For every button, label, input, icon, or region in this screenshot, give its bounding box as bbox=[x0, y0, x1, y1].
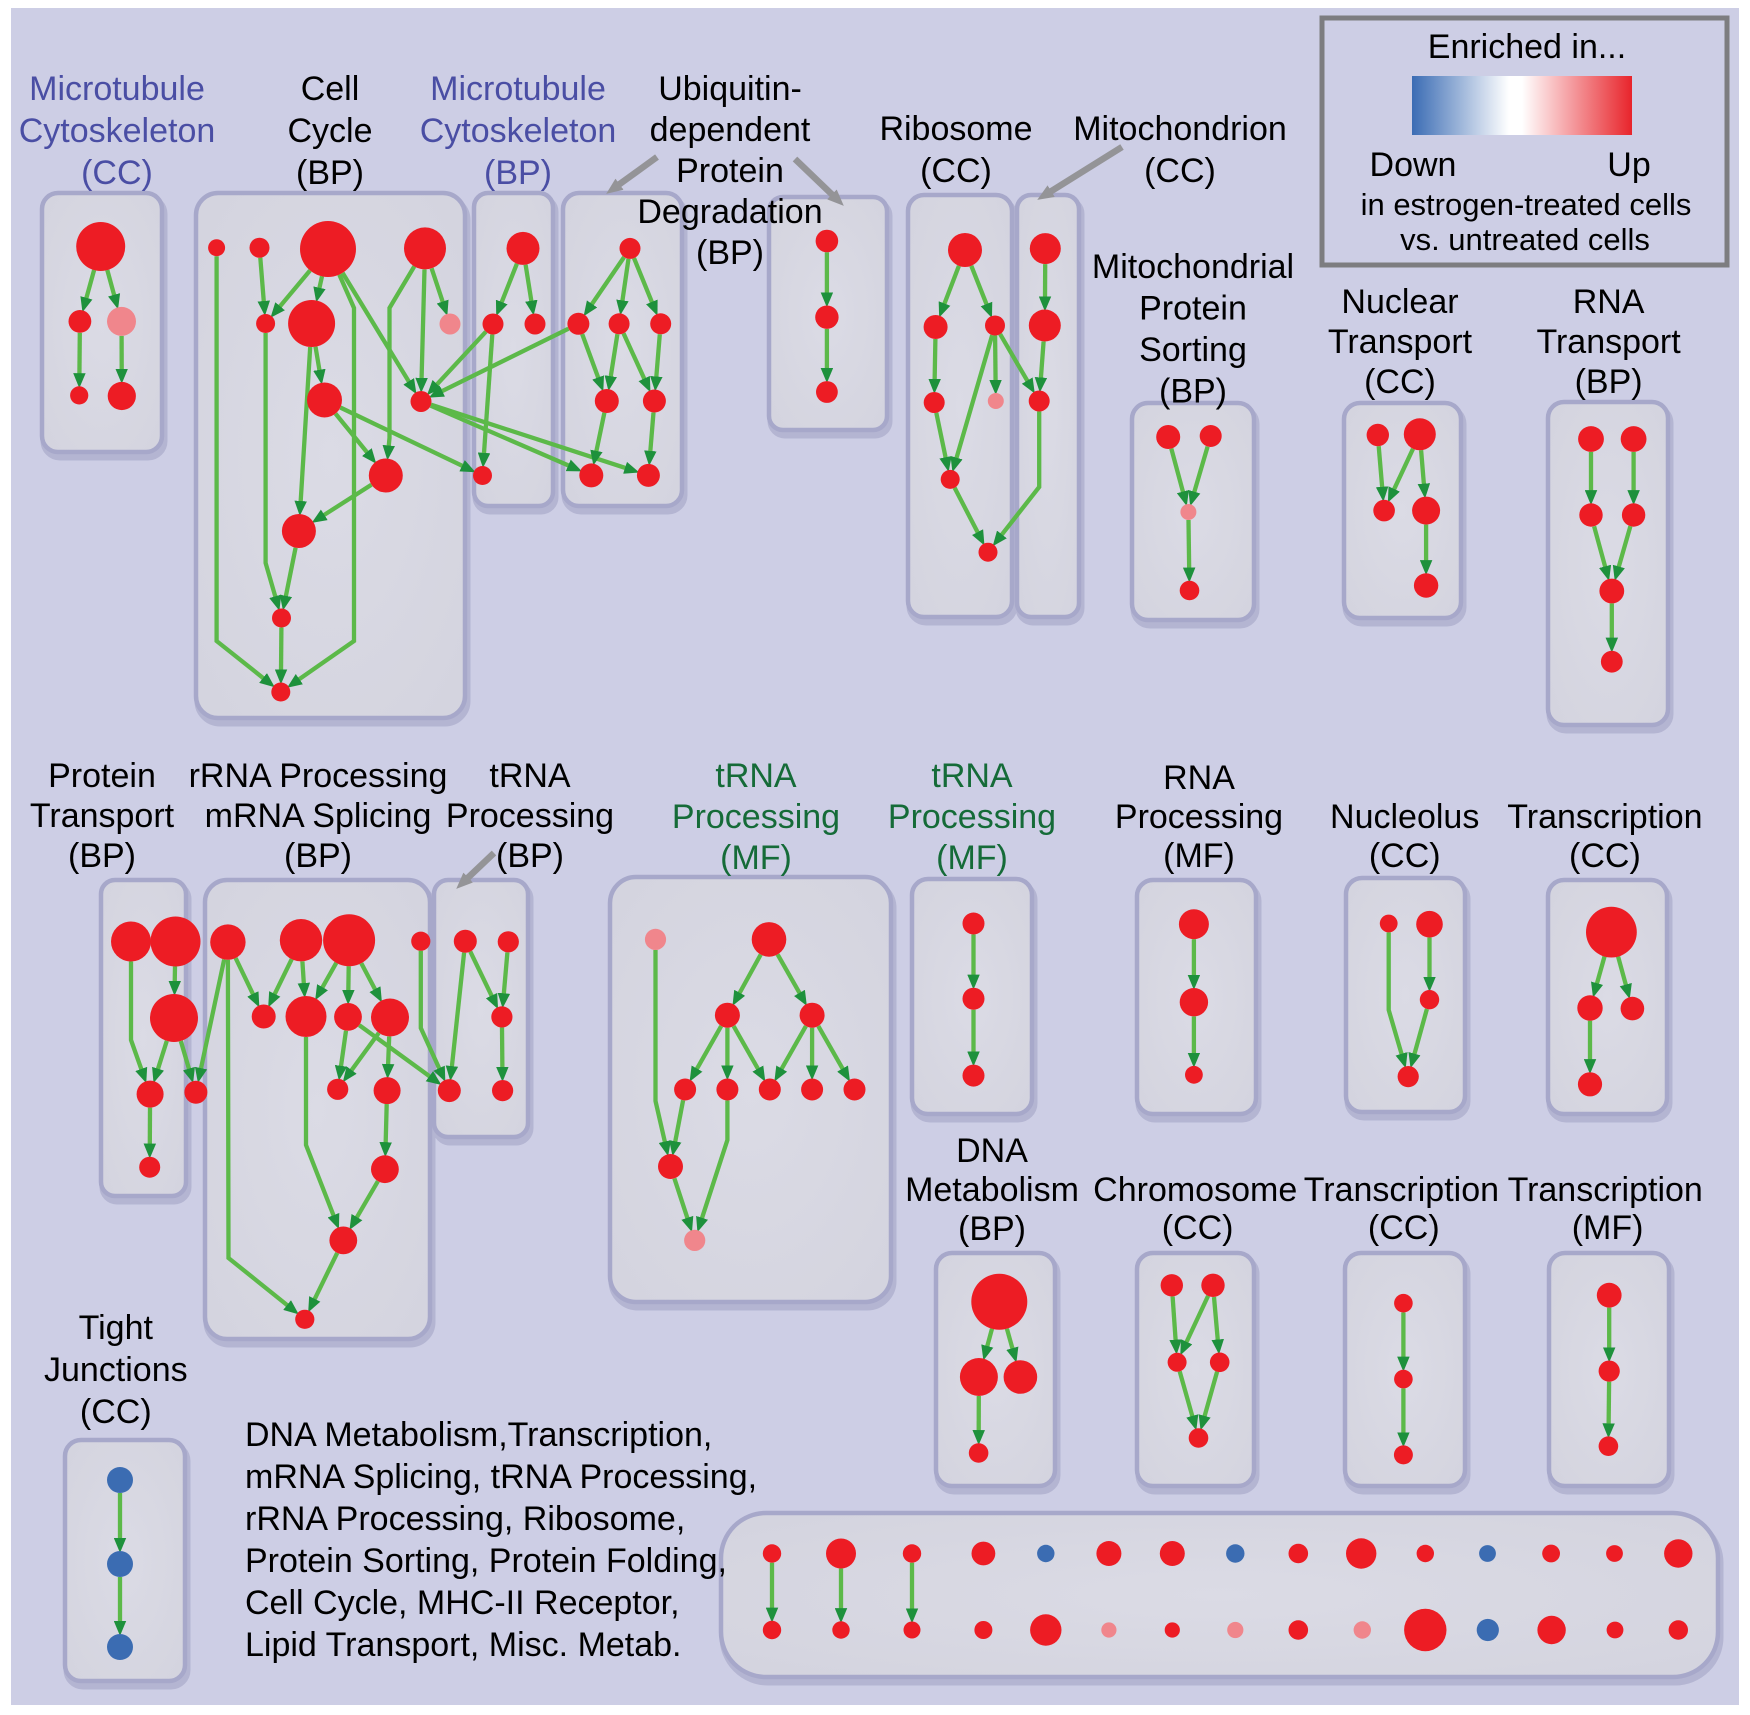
svg-text:tRNA: tRNA bbox=[931, 757, 1013, 795]
svg-text:Processing: Processing bbox=[888, 798, 1056, 836]
svg-text:(MF): (MF) bbox=[720, 839, 792, 877]
svg-text:(MF): (MF) bbox=[1163, 837, 1235, 875]
svg-text:(CC): (CC) bbox=[80, 1393, 152, 1431]
svg-text:(BP): (BP) bbox=[696, 234, 764, 272]
svg-text:(CC): (CC) bbox=[81, 154, 153, 192]
svg-text:Processing: Processing bbox=[672, 798, 840, 836]
svg-text:Cell: Cell bbox=[301, 70, 360, 108]
svg-text:(CC): (CC) bbox=[1364, 363, 1436, 401]
svg-text:Transcription: Transcription bbox=[1508, 1171, 1703, 1209]
svg-text:Degradation: Degradation bbox=[637, 193, 822, 231]
svg-text:Ribosome: Ribosome bbox=[879, 110, 1032, 148]
svg-text:dependent: dependent bbox=[650, 111, 811, 149]
svg-text:(BP): (BP) bbox=[284, 837, 352, 875]
svg-text:Transport: Transport bbox=[1328, 323, 1473, 361]
svg-text:(CC): (CC) bbox=[1369, 837, 1441, 875]
svg-text:(BP): (BP) bbox=[1575, 363, 1643, 401]
svg-text:(BP): (BP) bbox=[496, 837, 564, 875]
svg-text:Chromosome: Chromosome bbox=[1093, 1171, 1297, 1209]
svg-text:vs. untreated cells: vs. untreated cells bbox=[1400, 222, 1650, 257]
svg-text:Metabolism: Metabolism bbox=[905, 1171, 1079, 1209]
svg-text:Transport: Transport bbox=[1536, 323, 1681, 361]
svg-text:Transcription: Transcription bbox=[1304, 1171, 1499, 1209]
svg-text:Enriched in...: Enriched in... bbox=[1428, 28, 1626, 66]
svg-text:Nuclear: Nuclear bbox=[1341, 283, 1458, 321]
svg-text:(BP): (BP) bbox=[484, 154, 552, 192]
svg-text:Mitochondrion: Mitochondrion bbox=[1073, 110, 1287, 148]
svg-text:Cytoskeleton: Cytoskeleton bbox=[19, 112, 216, 150]
svg-text:Transcription: Transcription bbox=[1507, 798, 1702, 836]
svg-text:Processing: Processing bbox=[1115, 798, 1283, 836]
svg-text:(BP): (BP) bbox=[296, 154, 364, 192]
svg-text:(CC): (CC) bbox=[920, 152, 992, 190]
svg-text:Cytoskeleton: Cytoskeleton bbox=[420, 112, 617, 150]
svg-text:Nucleolus: Nucleolus bbox=[1330, 798, 1479, 836]
svg-text:rRNA Processing, Ribosome,: rRNA Processing, Ribosome, bbox=[245, 1500, 685, 1538]
svg-text:Junctions: Junctions bbox=[44, 1351, 188, 1389]
svg-text:Cycle: Cycle bbox=[287, 112, 372, 150]
svg-text:(BP): (BP) bbox=[958, 1210, 1026, 1248]
svg-text:Up: Up bbox=[1607, 146, 1650, 184]
svg-text:tRNA: tRNA bbox=[715, 757, 797, 795]
svg-text:in estrogen-treated cells: in estrogen-treated cells bbox=[1361, 187, 1692, 222]
svg-text:mRNA Splicing: mRNA Splicing bbox=[205, 797, 432, 835]
svg-text:(MF): (MF) bbox=[936, 839, 1008, 877]
svg-text:Ubiquitin-: Ubiquitin- bbox=[658, 70, 802, 108]
svg-text:tRNA: tRNA bbox=[489, 757, 571, 795]
svg-text:(BP): (BP) bbox=[1159, 373, 1227, 411]
svg-text:(CC): (CC) bbox=[1368, 1209, 1440, 1247]
svg-text:Processing: Processing bbox=[446, 797, 614, 835]
svg-text:DNA: DNA bbox=[956, 1132, 1028, 1170]
svg-text:(MF): (MF) bbox=[1572, 1209, 1644, 1247]
svg-text:Mitochondrial: Mitochondrial bbox=[1092, 248, 1294, 286]
svg-text:Protein: Protein bbox=[676, 152, 784, 190]
svg-text:Cell Cycle, MHC-II Receptor,: Cell Cycle, MHC-II Receptor, bbox=[245, 1584, 680, 1622]
svg-text:Transport: Transport bbox=[30, 797, 175, 835]
svg-text:Protein Sorting, Protein Foldi: Protein Sorting, Protein Folding, bbox=[245, 1542, 727, 1580]
svg-text:(CC): (CC) bbox=[1569, 837, 1641, 875]
svg-text:(CC): (CC) bbox=[1144, 152, 1216, 190]
svg-text:Sorting: Sorting bbox=[1139, 331, 1247, 369]
svg-text:Down: Down bbox=[1370, 146, 1457, 184]
svg-text:rRNA Processing: rRNA Processing bbox=[189, 757, 448, 795]
svg-text:Protein: Protein bbox=[48, 757, 156, 795]
svg-text:Lipid Transport, Misc. Metab.: Lipid Transport, Misc. Metab. bbox=[245, 1626, 682, 1664]
svg-text:(BP): (BP) bbox=[68, 837, 136, 875]
svg-text:Microtubule: Microtubule bbox=[430, 70, 606, 108]
svg-text:RNA: RNA bbox=[1573, 283, 1645, 321]
svg-text:(CC): (CC) bbox=[1162, 1209, 1234, 1247]
svg-text:mRNA Splicing, tRNA Processing: mRNA Splicing, tRNA Processing, bbox=[245, 1458, 757, 1496]
svg-text:Microtubule: Microtubule bbox=[29, 70, 205, 108]
svg-text:Tight: Tight bbox=[79, 1309, 154, 1347]
svg-text:DNA Metabolism,Transcription,: DNA Metabolism,Transcription, bbox=[245, 1416, 712, 1454]
svg-text:RNA: RNA bbox=[1163, 759, 1235, 797]
svg-text:Protein: Protein bbox=[1139, 290, 1247, 328]
